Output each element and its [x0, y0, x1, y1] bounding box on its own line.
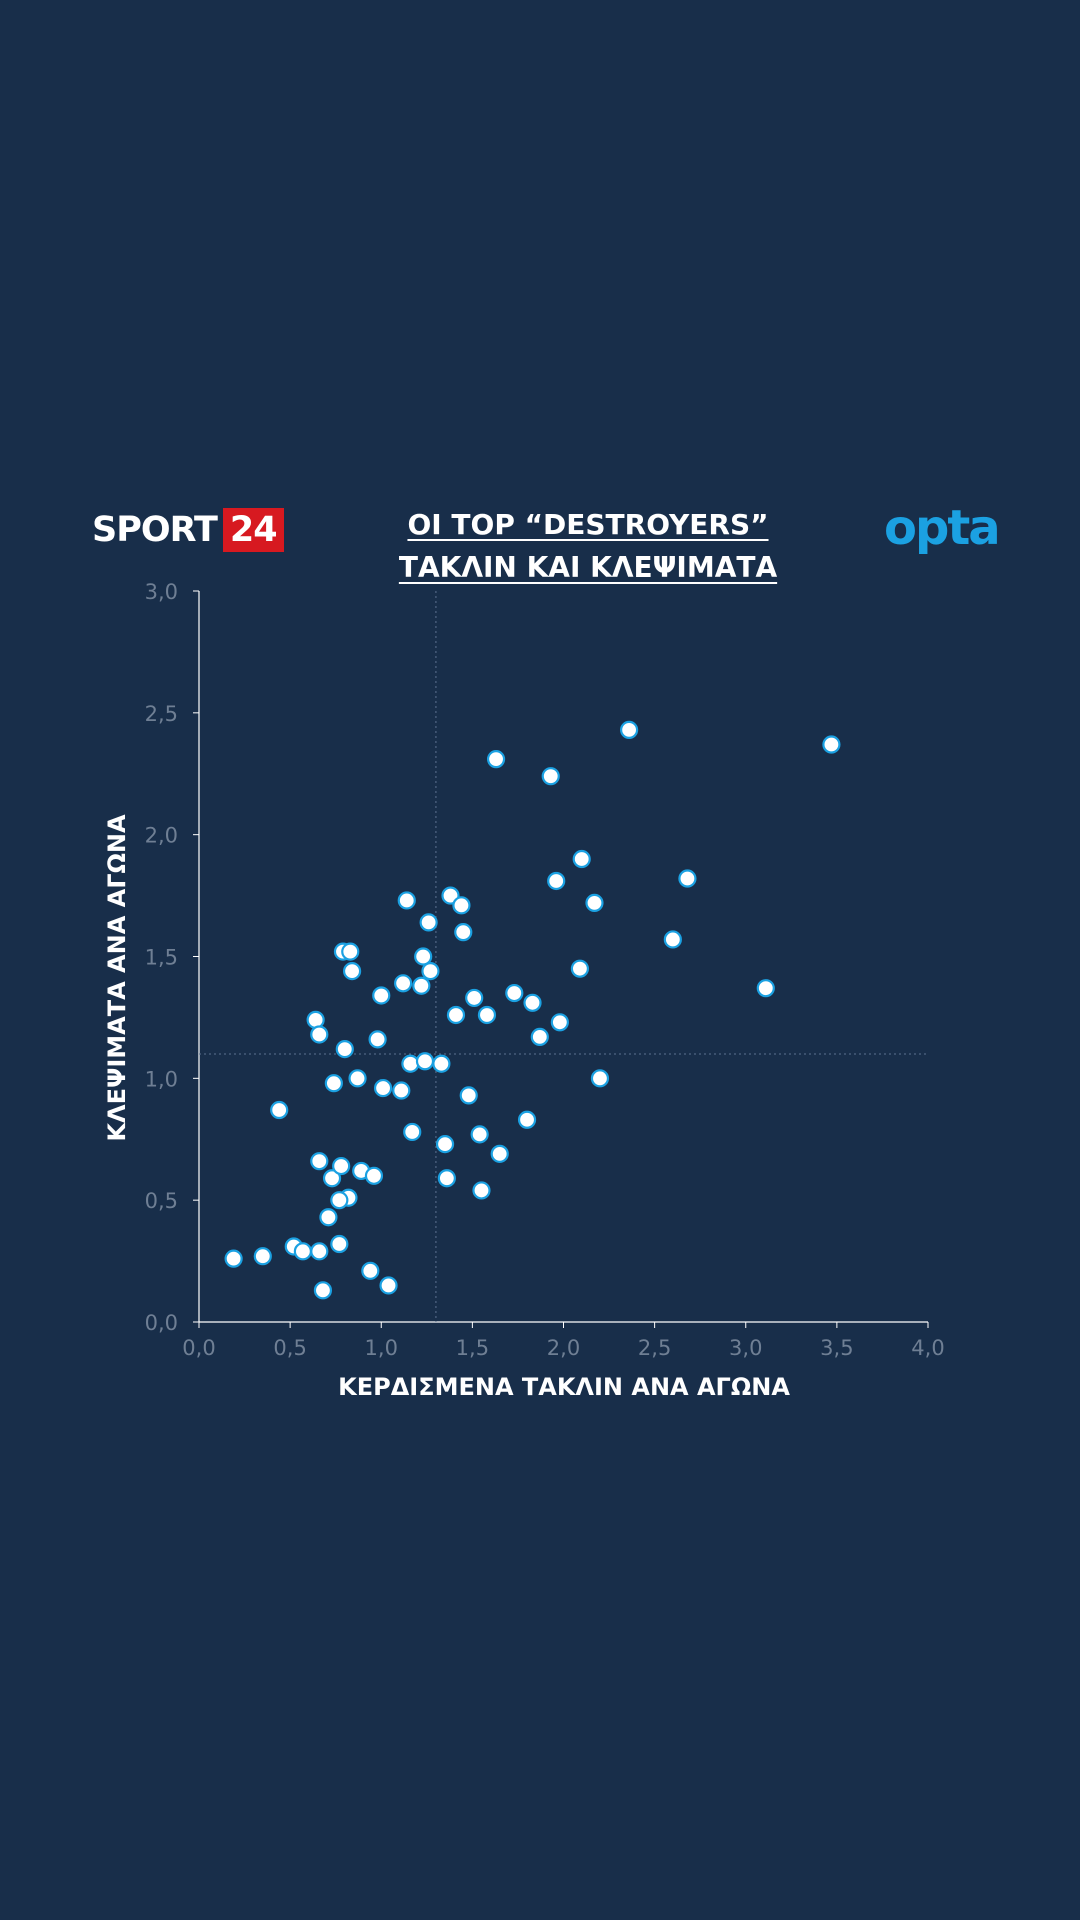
data-point — [446, 1005, 466, 1025]
chart-title: OI TOP “DESTROYERS” ΤΑΚΛΙΝ ΚΑΙ ΚΛΕΨΙΜΑΤΑ — [388, 503, 788, 589]
data-point — [335, 1039, 354, 1059]
data-point — [364, 1166, 384, 1185]
data-point — [403, 1122, 422, 1142]
x-tick-label: 2,5 — [638, 1336, 671, 1360]
data-point — [590, 1069, 610, 1088]
data-point — [472, 1181, 491, 1200]
data-point — [373, 1078, 393, 1098]
data-point — [330, 1191, 349, 1210]
data-point — [306, 1010, 325, 1029]
data-point — [414, 947, 433, 966]
data-point — [454, 923, 473, 942]
data-point — [310, 1242, 329, 1261]
data-point — [465, 988, 484, 1008]
data-point — [330, 1234, 349, 1254]
data-point — [270, 1100, 289, 1120]
data-point — [822, 735, 841, 754]
y-tick-label: 3,0 — [145, 580, 178, 604]
sport24-logo: SPORT 24 — [92, 508, 284, 552]
data-point — [523, 993, 542, 1012]
brand-box: 24 — [222, 508, 284, 552]
x-tick-label: 4,0 — [911, 1336, 944, 1360]
data-point — [415, 1052, 435, 1071]
data-point — [550, 1013, 569, 1032]
data-point — [421, 962, 440, 981]
x-tick-label: 0,5 — [273, 1336, 306, 1360]
data-point — [324, 1074, 343, 1093]
data-point — [332, 1156, 351, 1176]
data-point — [322, 1169, 342, 1188]
data-point — [342, 962, 362, 981]
data-point — [253, 1247, 272, 1266]
data-point — [394, 974, 413, 993]
data-point — [432, 1054, 451, 1073]
data-point — [505, 983, 524, 1003]
x-tick-label: 0,0 — [182, 1336, 215, 1360]
x-tick-label: 1,5 — [456, 1336, 489, 1360]
data-point — [419, 913, 438, 932]
data-point — [477, 1005, 497, 1025]
y-tick-label: 1,5 — [145, 946, 178, 970]
data-point — [401, 1054, 420, 1073]
data-point — [490, 1144, 509, 1163]
brand-text: SPORT — [92, 510, 218, 550]
x-tick-label: 3,5 — [820, 1336, 853, 1360]
y-tick-label: 0,5 — [145, 1189, 178, 1213]
y-tick-label: 1,0 — [145, 1067, 178, 1091]
y-axis-label: ΚΛΕΨΙΜΑΤΑ ΑΝΑ ΑΓΩΝΑ — [103, 814, 131, 1142]
data-point — [310, 1152, 329, 1171]
data-point — [459, 1086, 478, 1105]
data-point — [452, 896, 471, 915]
chart-title-line-2: ΤΑΚΛΙΝ ΚΑΙ ΚΛΕΨΙΜΑΤΑ — [398, 551, 778, 584]
data-point — [572, 849, 591, 869]
data-point — [470, 1125, 489, 1144]
data-point — [348, 1069, 367, 1088]
data-point — [570, 959, 590, 978]
data-point — [756, 979, 775, 998]
x-axis-label: ΚΕΡΔΙΣΜΕΝΑ ΤΑΚΛΙΝ ΑΝΑ ΑΓΩΝΑ — [338, 1373, 790, 1401]
x-tick-label: 1,0 — [365, 1336, 398, 1360]
data-point — [313, 1281, 333, 1300]
data-point — [368, 1030, 387, 1049]
data-point — [412, 976, 431, 995]
y-tick-label: 2,0 — [145, 824, 178, 848]
data-point — [372, 986, 391, 1005]
data-point — [397, 891, 416, 910]
data-point — [310, 1025, 329, 1044]
data-point — [620, 720, 639, 739]
data-point — [517, 1110, 537, 1129]
y-tick-label: 2,5 — [145, 702, 178, 726]
x-tick-label: 3,0 — [729, 1336, 762, 1360]
data-point — [379, 1276, 398, 1295]
y-tick-label: 0,0 — [145, 1311, 178, 1335]
data-point — [530, 1027, 549, 1047]
data-point — [392, 1081, 411, 1100]
data-point — [435, 1135, 455, 1154]
data-point — [224, 1249, 243, 1268]
data-point — [541, 767, 560, 786]
data-point — [341, 942, 360, 961]
data-point — [437, 1169, 456, 1188]
chart-title-line-1: OI TOP “DESTROYERS” — [407, 508, 769, 541]
data-point — [678, 869, 697, 888]
x-tick-label: 2,0 — [547, 1336, 580, 1360]
data-point — [663, 930, 682, 949]
data-point — [293, 1242, 312, 1261]
data-point — [319, 1208, 338, 1227]
data-point — [361, 1261, 380, 1280]
opta-logo: opta — [884, 500, 1001, 556]
data-point — [547, 871, 566, 891]
data-point — [486, 750, 506, 769]
data-point — [585, 893, 604, 912]
